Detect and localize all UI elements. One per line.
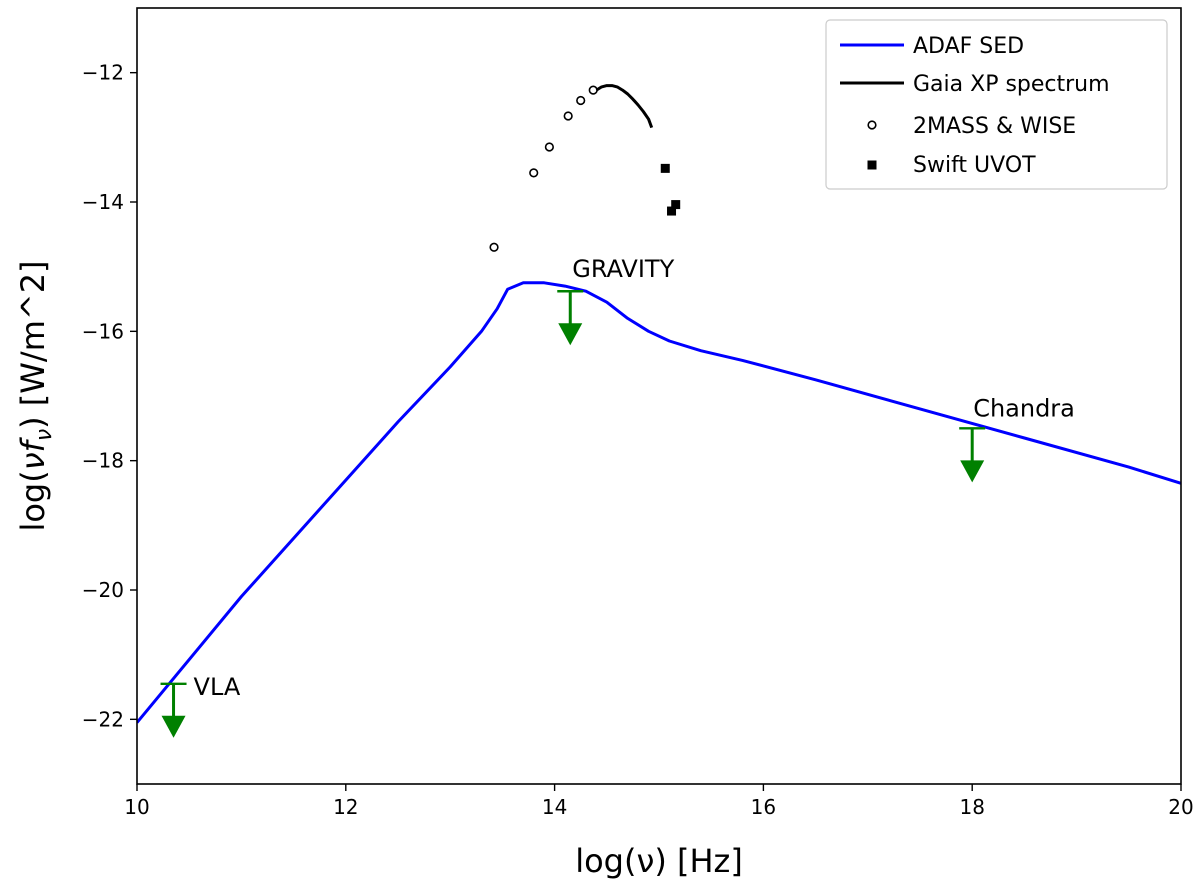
- x-tick-label: 14: [542, 795, 567, 819]
- x-tick-label: 20: [1168, 795, 1193, 819]
- x-tick-label: 18: [959, 795, 984, 819]
- gravity-limit-arrowhead: [558, 323, 583, 346]
- y-tick-label: −22: [82, 707, 124, 731]
- y-tick-label: −16: [82, 319, 124, 343]
- annotations: VLA GRAVITY Chandra: [160, 255, 1075, 738]
- y-axis-label: log(νfν) [W/m^2]: [14, 260, 57, 531]
- legend-marker-2mass: [867, 120, 877, 130]
- legend-box: [825, 19, 1168, 190]
- x-tick-label: 16: [751, 795, 776, 819]
- swift-uvot-point: [671, 200, 681, 210]
- 2mass-wise-point: [544, 142, 554, 152]
- y-tick-label: −20: [82, 578, 124, 602]
- legend-label-swift: Swift UVOT: [913, 153, 1036, 178]
- plot-frame: [136, 7, 1182, 785]
- chandra-limit-arrowhead: [960, 460, 985, 483]
- gaia-xp-spectrum-line: [595, 84, 654, 129]
- x-tick-label: 10: [124, 795, 149, 819]
- legend-label-adaf: ADAF SED: [913, 34, 1024, 59]
- y-tick-label: −18: [82, 449, 124, 473]
- 2mass-wise-point: [588, 85, 598, 95]
- 2mass-wise-point: [489, 242, 499, 252]
- x-tick-label: 12: [333, 795, 358, 819]
- x-axis-label: log(ν) [Hz]: [575, 842, 743, 880]
- 2mass-wise-point: [529, 168, 539, 178]
- legend-label-gaia: Gaia XP spectrum: [913, 72, 1110, 97]
- legend-marker-swift: [867, 160, 877, 170]
- vla-label: VLA: [194, 673, 241, 701]
- adaf-sed-line: [137, 281, 1181, 724]
- gravity-label: GRAVITY: [572, 255, 674, 283]
- plot-area: [137, 84, 1181, 724]
- y-tick-label: −12: [82, 61, 124, 85]
- 2mass-wise-point: [576, 95, 586, 106]
- legend: ADAF SED Gaia XP spectrum 2MASS & WISE S…: [825, 19, 1168, 190]
- x-axis: 10 12 14 16 18 20: [124, 784, 1194, 819]
- chandra-label: Chandra: [973, 394, 1075, 422]
- swift-uvot-point: [667, 206, 677, 216]
- 2mass-wise-point: [563, 111, 573, 121]
- swift-uvot-point: [660, 163, 670, 173]
- legend-label-2mass: 2MASS & WISE: [913, 114, 1076, 139]
- vla-limit-arrowhead: [161, 715, 186, 738]
- y-tick-label: −14: [82, 190, 124, 214]
- y-axis: −22 −20 −18 −16 −14 −12: [82, 61, 137, 731]
